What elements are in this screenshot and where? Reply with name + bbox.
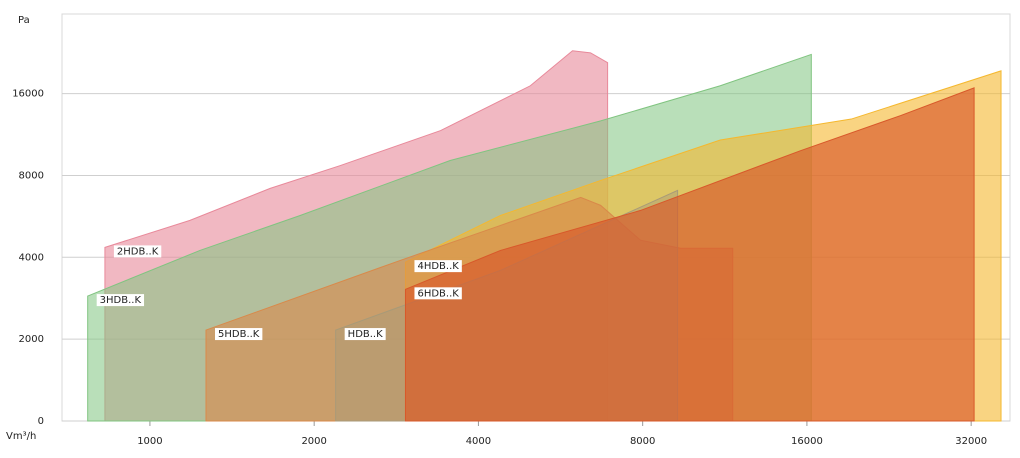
x-tick-label: 2000 [301, 436, 326, 447]
x-axis-label: Vm³/h [6, 431, 36, 442]
x-tick-label: 32000 [955, 436, 987, 447]
label-box [96, 294, 145, 307]
y-tick-label: 4000 [19, 252, 44, 263]
x-tick-label: 16000 [791, 436, 823, 447]
label-box [414, 287, 462, 300]
label-box [215, 328, 263, 341]
series-label: HDB..K [344, 328, 386, 341]
y-tick-label: 8000 [19, 170, 44, 181]
y-tick-label: 2000 [19, 334, 44, 345]
y-tick-label: 0 [38, 416, 44, 427]
series-name: 4HDB..K [417, 261, 459, 272]
series-name: 2HDB..K [117, 246, 159, 257]
label-box [414, 260, 462, 273]
series-name: 5HDB..K [218, 329, 260, 340]
series-label: 4HDB..K [414, 260, 462, 273]
series-name: 6HDB..K [417, 288, 459, 299]
series-label: 6HDB..K [414, 287, 462, 300]
x-tick-label: 4000 [466, 436, 491, 447]
series-label: 2HDB..K [113, 245, 162, 258]
x-tick-label: 8000 [630, 436, 655, 447]
y-tick-label: 16000 [12, 89, 44, 100]
y-axis-label: Pa [18, 15, 30, 26]
series-label: 3HDB..K [96, 294, 145, 307]
x-tick-label: 1000 [137, 436, 162, 447]
label-box [113, 245, 162, 258]
area [404, 87, 975, 422]
series-name: 3HDB..K [100, 295, 142, 306]
series-label: 5HDB..K [215, 328, 263, 341]
label-box [344, 328, 386, 341]
series-name: HDB..K [348, 329, 383, 340]
